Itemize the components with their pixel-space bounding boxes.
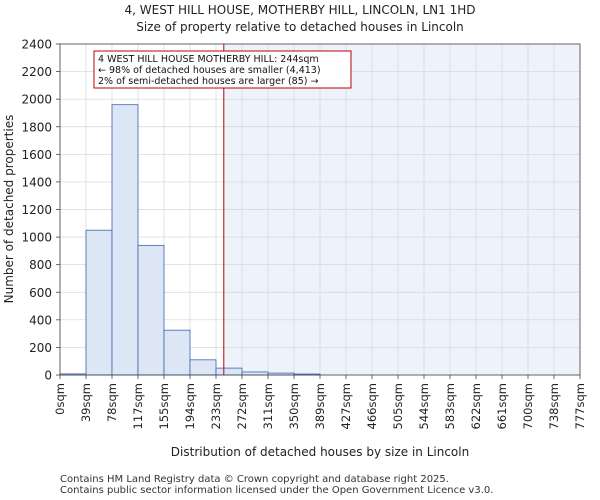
annotation-box: 4 WEST HILL HOUSE MOTHERBY HILL: 244sqm … bbox=[93, 50, 352, 89]
x-tick-label: 78sqm bbox=[105, 383, 119, 422]
chart-title: 4, WEST HILL HOUSE, MOTHERBY HILL, LINCO… bbox=[125, 3, 476, 17]
annotation-line-3: 2% of semi-detached houses are larger (8… bbox=[98, 76, 318, 87]
x-tick-label: 194sqm bbox=[183, 383, 197, 429]
annotation-line-2: ← 98% of detached houses are smaller (4,… bbox=[98, 65, 321, 76]
y-tick-label: 800 bbox=[29, 258, 52, 272]
y-axis-label: Number of detached properties bbox=[2, 115, 16, 304]
x-tick-label: 39sqm bbox=[79, 383, 93, 422]
chart-subtitle: Size of property relative to detached ho… bbox=[136, 20, 464, 34]
x-tick-label: 661sqm bbox=[495, 383, 509, 429]
y-tick-label: 400 bbox=[29, 313, 52, 327]
x-tick-label: 583sqm bbox=[443, 383, 457, 429]
x-tick-label: 738sqm bbox=[547, 383, 561, 429]
x-tick-label: 466sqm bbox=[365, 383, 379, 429]
x-tick-label: 700sqm bbox=[521, 383, 535, 429]
x-axis-label: Distribution of detached houses by size … bbox=[171, 445, 469, 459]
y-tick-label: 1400 bbox=[21, 175, 52, 189]
x-tick-label: 311sqm bbox=[261, 383, 275, 429]
x-tick-label: 117sqm bbox=[131, 383, 145, 429]
bar-194sqm bbox=[189, 359, 217, 376]
x-tick-label: 389sqm bbox=[313, 383, 327, 429]
x-tick-label: 350sqm bbox=[287, 383, 301, 429]
bars bbox=[59, 104, 321, 376]
y-tick-label: 2000 bbox=[21, 93, 52, 107]
x-tick-label: 622sqm bbox=[469, 383, 483, 429]
annotation-line-1: 4 WEST HILL HOUSE MOTHERBY HILL: 244sqm bbox=[98, 54, 319, 65]
x-tick-label: 427sqm bbox=[339, 383, 353, 429]
y-tick-label: 1200 bbox=[21, 203, 52, 217]
bar-233sqm bbox=[215, 367, 243, 376]
x-axis-ticks: 0sqm 39sqm 78sqm 117sqm 155sqm 194sqm 233sqm 27… bbox=[53, 375, 587, 429]
footer: Contains HM Land Registry data © Crown c… bbox=[60, 474, 493, 496]
bar-78sqm bbox=[111, 104, 139, 376]
footer-licence: Contains public sector information licen… bbox=[60, 485, 494, 496]
footer-copyright: Contains HM Land Registry data © Crown c… bbox=[60, 474, 449, 485]
y-axis-ticks: 0 200 400 600 800 1000 1200 1400 1600 1800 2000 220… bbox=[21, 38, 60, 383]
bar-117sqm bbox=[137, 244, 165, 376]
y-tick-label: 2400 bbox=[21, 38, 52, 52]
y-tick-label: 200 bbox=[29, 341, 52, 355]
annotation-box-frame bbox=[93, 50, 352, 89]
bar-272sqm bbox=[241, 371, 269, 376]
bar-155sqm bbox=[163, 329, 191, 376]
x-tick-label: 233sqm bbox=[209, 383, 223, 429]
y-tick-label: 600 bbox=[29, 286, 52, 300]
x-tick-label: 505sqm bbox=[391, 383, 405, 429]
y-tick-label: 2200 bbox=[21, 65, 52, 79]
x-tick-label: 777sqm bbox=[573, 383, 587, 429]
x-tick-label: 0sqm bbox=[53, 383, 67, 415]
histogram-chart: 4, WEST HILL HOUSE, MOTHERBY HILL, LINCO… bbox=[2, 3, 587, 459]
bar-39sqm bbox=[85, 229, 113, 376]
y-tick-label: 0 bbox=[44, 369, 52, 383]
x-tick-label: 272sqm bbox=[235, 383, 249, 429]
x-tick-label: 544sqm bbox=[417, 383, 431, 429]
y-tick-label: 1000 bbox=[21, 231, 52, 245]
x-tick-label: 155sqm bbox=[157, 383, 171, 429]
y-tick-label: 1800 bbox=[21, 120, 52, 134]
y-tick-label: 1600 bbox=[21, 148, 52, 162]
